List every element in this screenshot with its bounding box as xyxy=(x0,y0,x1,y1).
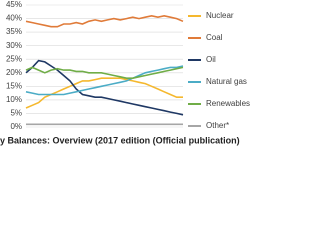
y-tick-label: 45% xyxy=(6,0,22,9)
y-tick-label: 15% xyxy=(6,81,22,90)
legend-label: Other* xyxy=(206,121,229,130)
y-tick-label: 0% xyxy=(10,122,22,131)
y-tick-label: 25% xyxy=(6,54,22,63)
series-line xyxy=(25,77,183,109)
series-line xyxy=(25,66,184,79)
series-line xyxy=(25,14,184,28)
series-line xyxy=(25,59,184,116)
caption: y Balances: Overview (2017 edition (Offi… xyxy=(0,135,240,145)
y-tick-label: 35% xyxy=(6,27,22,36)
legend-label: Oil xyxy=(206,55,216,64)
legend-label: Renewables xyxy=(206,99,250,108)
y-tick-label: 40% xyxy=(6,14,22,23)
y-tick-label: 10% xyxy=(6,95,22,104)
y-tick-label: 5% xyxy=(10,109,22,118)
y-tick-label: 30% xyxy=(6,41,22,50)
legend-label: Natural gas xyxy=(206,77,247,86)
y-tick-label: 20% xyxy=(6,68,22,77)
legend-label: Nuclear xyxy=(206,11,234,20)
chart: y Balances: Overview (2017 edition (Offi… xyxy=(0,0,250,145)
series-line xyxy=(25,65,184,96)
legend-label: Coal xyxy=(206,33,223,42)
